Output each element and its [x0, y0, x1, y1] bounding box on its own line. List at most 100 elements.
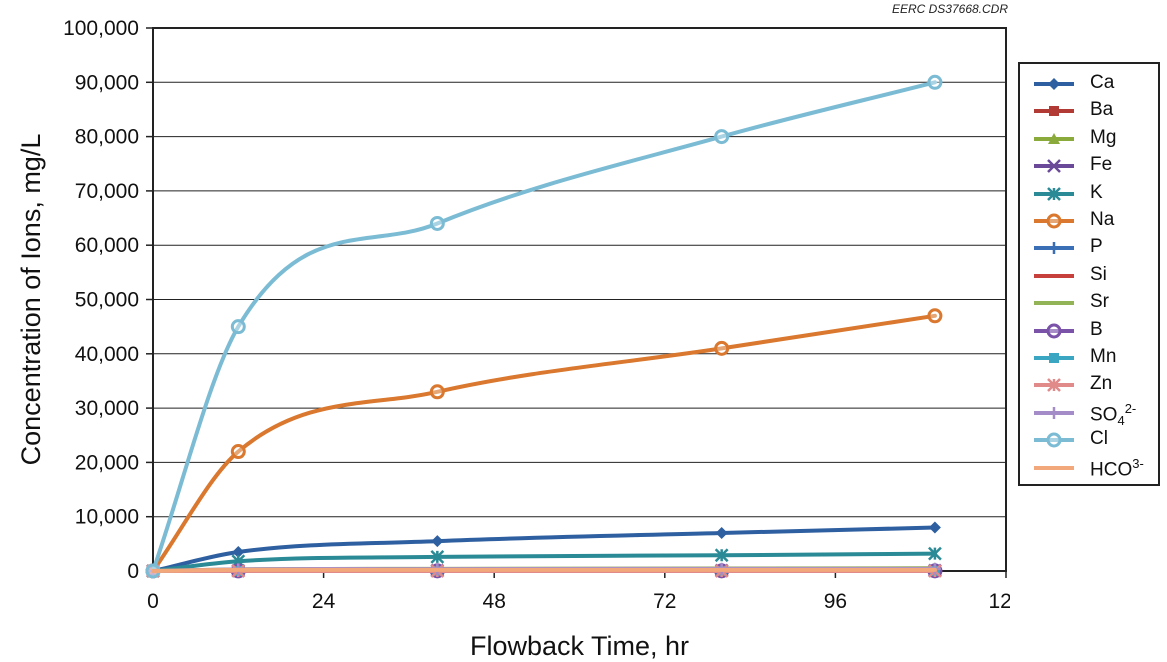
- y-tick-label: 70,000: [75, 180, 139, 203]
- legend-label: SO42-: [1090, 400, 1137, 428]
- data-point: [430, 549, 445, 564]
- legend-label: Si: [1090, 263, 1107, 285]
- legend-swatch-marker: [1049, 353, 1059, 363]
- data-point: [429, 215, 445, 231]
- data-point: [927, 308, 943, 324]
- legend-item-mg: Mg: [1020, 125, 1160, 153]
- y-tick-label: 100,000: [63, 17, 139, 40]
- chart-area: 0 10,000 20,000 30,000 40,000 50,000 60,000 70,…: [16, 17, 1010, 661]
- legend-label: Cl: [1090, 428, 1108, 450]
- y-tick-label: 50,000: [75, 289, 139, 312]
- y-tick-label: 0: [127, 560, 139, 583]
- y-tick-label: 40,000: [75, 343, 139, 366]
- legend-item-hco3-: HCO3-: [1020, 454, 1160, 482]
- legend-swatch: [1034, 132, 1074, 144]
- y-tick-label: 10,000: [75, 506, 139, 529]
- x-tick-label: 48: [483, 590, 506, 613]
- y-tick-label: 90,000: [75, 71, 139, 94]
- data-point: [230, 444, 246, 460]
- legend-label: P: [1090, 236, 1103, 258]
- legend-label: Fe: [1090, 154, 1113, 176]
- y-tick-label: 20,000: [75, 451, 139, 474]
- x-tick-label: 96: [824, 590, 847, 613]
- legend-item-fe: Fe: [1020, 152, 1160, 180]
- data-point: [431, 535, 444, 548]
- legend-swatch: [1034, 323, 1074, 339]
- legend-swatch-marker: [1048, 406, 1060, 419]
- legend-item-na: Na: [1020, 207, 1160, 235]
- legend-swatch: [1034, 378, 1074, 393]
- legend-item-p: P: [1020, 234, 1160, 262]
- legend-swatch: [1034, 159, 1074, 174]
- legend-label: Sr: [1090, 291, 1109, 313]
- series-line: [151, 80, 937, 573]
- series-line: [151, 567, 937, 573]
- legend-swatch-marker: [1046, 432, 1062, 448]
- y-tick-label: 30,000: [75, 397, 139, 420]
- legend-swatch-marker: [1048, 242, 1060, 255]
- legend-swatch: [1034, 78, 1074, 90]
- legend-item-b: B: [1020, 317, 1160, 345]
- legend-swatch-marker: [1048, 78, 1060, 90]
- legend-swatch: [1034, 186, 1074, 201]
- legend-item-si: Si: [1020, 262, 1160, 290]
- legend-item-ca: Ca: [1020, 70, 1160, 98]
- data-point: [715, 526, 728, 539]
- legend-swatch-marker: [1047, 159, 1061, 174]
- legend-swatch-marker: [1047, 186, 1061, 201]
- legend-swatch: [1034, 242, 1074, 255]
- legend-swatch-marker: [1046, 213, 1062, 229]
- y-tick-label: 60,000: [75, 234, 139, 257]
- legend-label: Mn: [1090, 346, 1117, 367]
- x-tick-label: 72: [653, 590, 676, 613]
- data-point: [928, 521, 941, 534]
- legend-item-sr: Sr: [1020, 289, 1160, 317]
- legend-label: Ba: [1090, 99, 1114, 121]
- legend-item-ba: Ba: [1020, 97, 1160, 125]
- legend-swatch-marker: [1048, 132, 1060, 144]
- legend-label: B: [1090, 318, 1103, 340]
- legend-label: Mg: [1090, 126, 1117, 148]
- data-point: [714, 129, 730, 145]
- data-point: [927, 74, 943, 90]
- legend-swatch: [1034, 432, 1074, 448]
- legend-swatch-marker: [1049, 106, 1059, 117]
- x-tick-label: 24: [312, 590, 336, 613]
- legend-label: K: [1090, 181, 1103, 203]
- figure-credit: EERC DS37668.CDR: [891, 2, 1008, 16]
- series-hco3-: [151, 567, 937, 573]
- legend-swatch: [1034, 301, 1074, 306]
- legend: Ca Ba Mg Fe K Na P Si Sr B Mn Zn SO42- Cl HCO3-: [1018, 62, 1160, 486]
- y-tick-label: 80,000: [75, 126, 139, 149]
- legend-item-mn: Mn: [1020, 344, 1160, 372]
- x-tick-label: 120: [988, 590, 1010, 613]
- legend-item-zn: Zn: [1020, 371, 1160, 399]
- series-line: [151, 313, 937, 573]
- data-point: [232, 545, 245, 558]
- data-point: [714, 548, 729, 563]
- legend-swatch-marker: [1046, 323, 1062, 339]
- legend-swatch: [1034, 273, 1074, 278]
- data-point: [928, 546, 942, 561]
- legend-swatch: [1034, 106, 1074, 117]
- legend-label: Zn: [1090, 373, 1113, 395]
- x-tick-label: 0: [147, 590, 159, 613]
- legend-label: Na: [1090, 209, 1115, 230]
- y-axis-label: Concentration of Ions, mg/L: [16, 134, 46, 466]
- legend-swatch: [1034, 213, 1074, 229]
- legend-item-cl: Cl: [1020, 426, 1160, 454]
- legend-swatch: [1034, 406, 1074, 419]
- legend-label: HCO3-: [1090, 455, 1144, 480]
- data-point: [429, 384, 445, 400]
- data-point: [714, 340, 730, 356]
- series-line: [151, 525, 937, 573]
- legend-swatch-marker: [1047, 378, 1061, 393]
- legend-item-so42-: SO42-: [1020, 399, 1160, 428]
- legend-swatch: [1034, 353, 1074, 363]
- series-cl: [145, 74, 943, 579]
- legend-label: Ca: [1090, 72, 1115, 93]
- data-point: [230, 319, 246, 335]
- legend-swatch: [1034, 465, 1074, 470]
- legend-item-k: K: [1020, 180, 1160, 208]
- x-axis-label: Flowback Time, hr: [470, 631, 689, 661]
